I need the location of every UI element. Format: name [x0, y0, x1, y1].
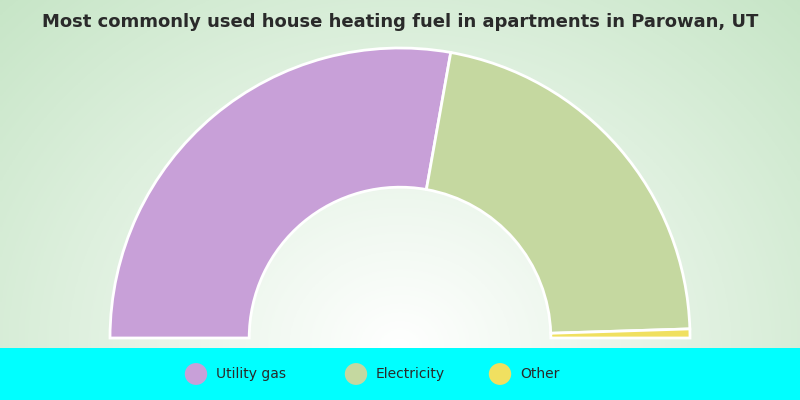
Text: Most commonly used house heating fuel in apartments in Parowan, UT: Most commonly used house heating fuel in…: [42, 13, 758, 31]
Text: Electricity: Electricity: [376, 367, 445, 381]
Ellipse shape: [489, 363, 511, 385]
Wedge shape: [110, 48, 450, 338]
Wedge shape: [426, 52, 690, 333]
Text: Utility gas: Utility gas: [216, 367, 286, 381]
Ellipse shape: [345, 363, 367, 385]
Ellipse shape: [185, 363, 207, 385]
Wedge shape: [550, 329, 690, 338]
Text: Other: Other: [520, 367, 559, 381]
